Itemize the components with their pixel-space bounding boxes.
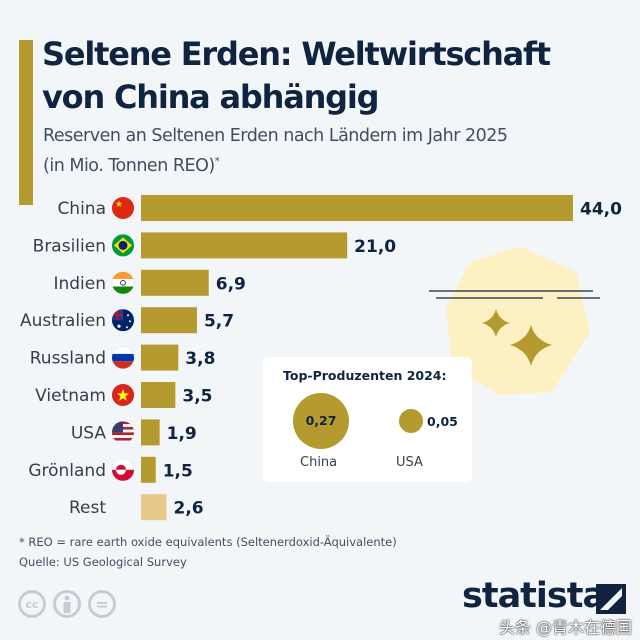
bar-row-grönland: Grönland 1,5 [28,456,193,483]
footnote-block: * REO = rare earth oxide equivalents (Se… [19,532,397,572]
bar [141,456,156,483]
chart-subtitle: Reserven an Seltenen Erden nach Ländern … [43,123,639,179]
bar [141,419,160,446]
category-label: Brasilien [33,236,106,256]
bar-row-rest: Rest 2,6 [69,494,204,521]
producer-bubble-china: 0,27 [293,393,349,449]
bar-row-russland: Russland 3,8 [30,344,215,371]
watermark-text: 头条 @青木在德国 [498,618,632,637]
subtitle-line-1: Reserven an Seltenen Erden nach Ländern … [43,126,508,146]
page-title: Seltene Erden: Weltwirtschaft von China … [42,33,638,119]
bar [141,494,167,521]
value-label: 3,5 [182,387,212,407]
category-label: Australien [20,311,106,331]
subtitle-line-2: (in Mio. Tonnen REO) [43,155,215,176]
category-label: Russland [30,349,106,369]
category-label: Vietnam [35,386,106,406]
value-label: 21,0 [354,237,396,257]
value-label: 6,9 [216,274,246,294]
producers-title: Top-Produzenten 2024: [283,368,447,383]
producer-label-china: China [300,455,338,470]
bar [141,232,348,259]
value-label: 1,5 [163,461,193,481]
title-accent-bar [19,40,33,205]
producer-value-china: 0,27 [305,413,337,428]
flag-vietnam-icon [111,383,135,407]
title-line-1: Seltene Erden: Weltwirtschaft [42,35,551,73]
flag-china-icon [111,196,135,220]
value-label: 1,9 [167,424,197,444]
bar-row-indien: Indien 6,9 [53,269,246,296]
sparkle-large-icon [510,325,552,366]
flag-brazil-icon [111,234,135,257]
license-icons: cc = [18,590,116,618]
cc-icon-text: cc [25,597,39,611]
bar-row-usa: USA 1,9 [71,419,197,446]
flag-usa-icon [111,421,135,444]
statista-logo[interactable]: statista [462,576,606,616]
deco-hexagon [446,246,590,395]
top-producers-panel: Top-Produzenten 2024: 0,27 0,05 China US… [263,357,472,482]
producer-value-usa: 0,05 [427,414,458,429]
category-label: China [57,199,106,219]
flag-greenland-icon [111,458,135,482]
source-text: Quelle: US Geological Survey [19,555,187,569]
nd-icon[interactable]: = [88,590,116,618]
flag-india-icon [111,271,135,295]
value-label: 2,6 [174,499,204,519]
value-label: 5,7 [204,312,234,332]
bar-row-brasilien: Brasilien 21,0 [33,232,396,259]
bar [141,195,573,221]
category-label: Grönland [28,461,106,481]
bar [141,269,209,296]
category-label: Rest [69,498,106,518]
bar [141,344,179,371]
flag-australia-icon [111,308,135,332]
bar [141,307,197,334]
category-label: USA [71,423,107,443]
subtitle-footnote-mark: * [214,156,220,167]
person-icon [63,595,71,613]
bars-layer: China 44,0 Brasilien 21,0 Indien 6,9 Australie… [20,195,622,521]
flag-russia-icon [111,346,135,369]
producer-label-usa: USA [396,455,423,470]
value-label: 44,0 [580,200,622,220]
by-icon[interactable] [53,590,81,618]
bar-row-australien: Australien 5,7 [20,307,234,334]
category-label: Indien [53,274,106,294]
bar-row-vietnam: Vietnam 3,5 [35,382,212,408]
footnote-reo: * REO = rare earth oxide equivalents (Se… [19,535,397,549]
producer-bubble-usa [399,409,423,433]
value-label: 3,8 [185,349,215,369]
statista-logo-mark-icon [596,584,626,614]
sparkle-small-icon [482,309,510,337]
bar-row-china: China 44,0 [57,195,622,221]
cc-icon[interactable]: cc [18,590,46,618]
title-line-2: von China abhängig [42,78,380,116]
nd-icon-text: = [95,594,109,614]
bar [141,382,176,408]
